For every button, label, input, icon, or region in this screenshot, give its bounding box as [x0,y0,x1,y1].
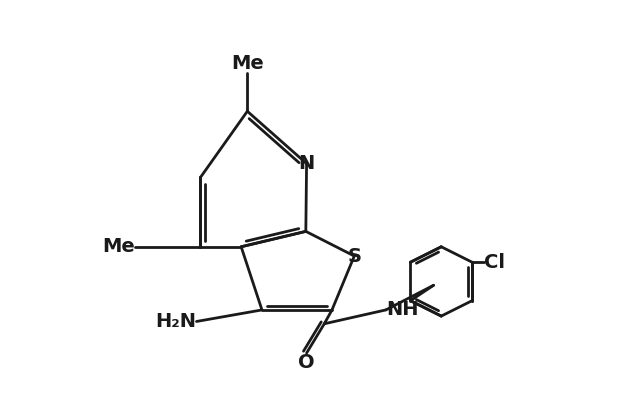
Text: NH: NH [386,300,419,320]
Text: Me: Me [102,237,135,256]
Text: Me: Me [231,54,264,73]
Text: O: O [298,353,315,372]
Text: S: S [347,247,361,265]
Text: Cl: Cl [483,253,505,272]
Text: H₂N: H₂N [156,312,196,331]
Text: N: N [298,154,315,173]
